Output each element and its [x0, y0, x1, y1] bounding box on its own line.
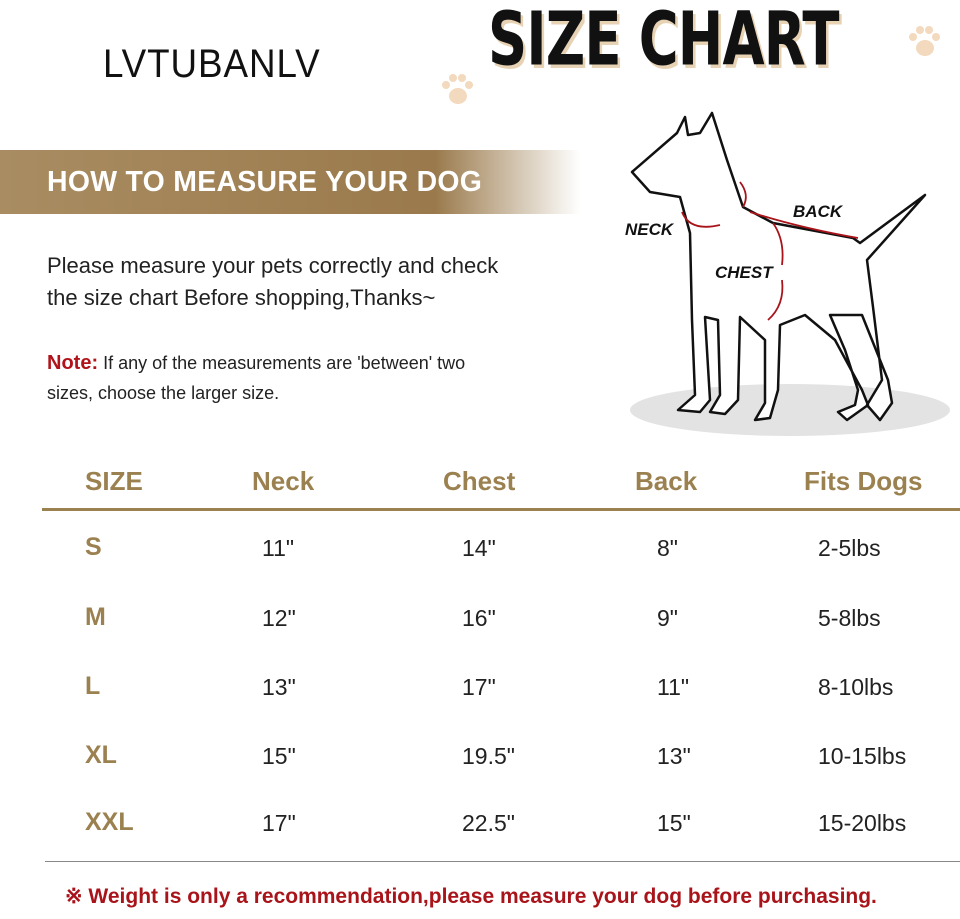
header-fits-dogs: Fits Dogs: [804, 466, 923, 496]
cell-back: 9": [657, 605, 678, 631]
weight-disclaimer: ※ Weight is only a recommendation,please…: [65, 885, 877, 908]
cell-size: L: [85, 672, 101, 700]
chest-label: CHEST: [715, 263, 774, 282]
cell-fits-dogs: 2-5lbs: [818, 535, 881, 561]
cell-chest: 22.5": [462, 810, 515, 836]
note-text: If any of the measurements are 'between'…: [98, 353, 466, 373]
cell-fits-dogs: 8-10lbs: [818, 674, 894, 700]
header-chest: Chest: [443, 466, 516, 496]
cell-size: XXL: [85, 808, 134, 836]
note-line-1: Note: If any of the measurements are 'be…: [47, 352, 465, 375]
cell-fits-dogs: 15-20lbs: [818, 810, 907, 836]
intro-line-2: the size chart Before shopping,Thanks~: [47, 285, 436, 310]
banner: [0, 150, 580, 214]
back-label: BACK: [793, 202, 844, 221]
cell-neck: 11": [262, 535, 295, 561]
brand-name: LVTUBANLV: [103, 42, 321, 86]
table-bottom-divider: [45, 861, 960, 862]
cell-neck: 12": [262, 605, 296, 631]
cell-size: XL: [85, 741, 117, 769]
cell-chest: 16": [462, 605, 496, 631]
header-size: SIZE: [85, 466, 143, 496]
cell-back: 13": [657, 743, 691, 769]
header-neck: Neck: [252, 466, 315, 496]
cell-chest: 19.5": [462, 743, 515, 769]
neck-label: NECK: [625, 220, 675, 239]
dog-measurement-diagram: NECK BACK CHEST: [625, 111, 950, 436]
intro-line-1: Please measure your pets correctly and c…: [47, 253, 499, 278]
cell-neck: 13": [262, 674, 296, 700]
cell-size: M: [85, 603, 106, 631]
cell-back: 8": [657, 535, 678, 561]
cell-fits-dogs: 5-8lbs: [818, 605, 881, 631]
cell-back: 15": [657, 810, 691, 836]
note-label: Note:: [47, 352, 99, 374]
cell-fits-dogs: 10-15lbs: [818, 743, 907, 769]
measure-arrows: [681, 181, 859, 321]
header-divider: [42, 508, 960, 511]
cell-chest: 14": [462, 535, 496, 561]
cell-neck: 17": [262, 810, 296, 836]
paw-icon: [442, 74, 473, 104]
cell-back: 11": [657, 674, 690, 700]
cell-neck: 15": [262, 743, 296, 769]
cell-chest: 17": [462, 674, 496, 700]
cell-size: S: [85, 533, 102, 561]
paw-icon: [909, 26, 940, 56]
size-chart-title: SIZE CHART: [488, 0, 839, 84]
dog-outline: [630, 111, 927, 422]
note-line-2: sizes, choose the larger size.: [47, 383, 280, 403]
header-back: Back: [635, 466, 698, 496]
banner-heading: HOW TO MEASURE YOUR DOG: [47, 166, 483, 198]
